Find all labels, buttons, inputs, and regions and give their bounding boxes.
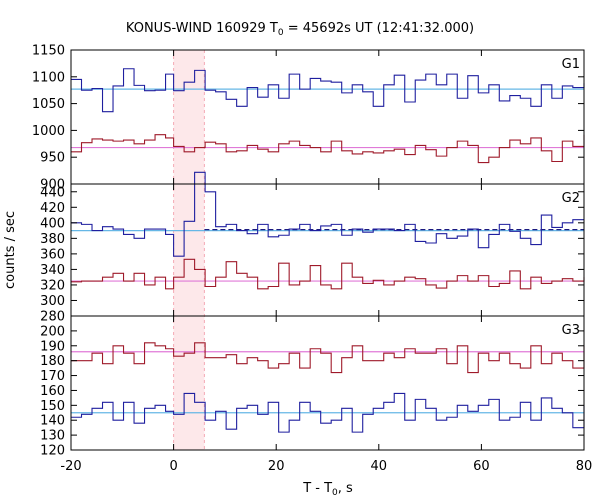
x-tick-label: 0 bbox=[169, 459, 177, 474]
chart-title-sub: 0 bbox=[278, 28, 284, 38]
panel-g3-y-tick-label: 200 bbox=[40, 324, 65, 339]
y-axis-title: counts / sec bbox=[3, 211, 18, 289]
x-tick-label: 80 bbox=[576, 459, 593, 474]
x-axis-title-main: T - T bbox=[302, 481, 332, 496]
panel-g3-y-tick-label: 140 bbox=[40, 414, 65, 429]
x-axis-title-rest: , s bbox=[338, 481, 353, 496]
panel-g1-y-tick-label: 1150 bbox=[32, 44, 65, 59]
panel-g3-y-tick-label: 130 bbox=[40, 429, 65, 444]
panel-g1-y-tick-label: 1100 bbox=[32, 70, 65, 85]
panel-g3-y-tick-label: 190 bbox=[40, 339, 65, 354]
x-axis-title-sub: 0 bbox=[332, 488, 338, 498]
x-tick-label: 40 bbox=[371, 459, 388, 474]
x-tick-label: 60 bbox=[473, 459, 490, 474]
panel-g2-y-tick-label: 420 bbox=[40, 201, 65, 216]
panel-g3-y-tick-label: 150 bbox=[40, 399, 65, 414]
panel-g2-label: G2 bbox=[562, 191, 580, 206]
panel-g3-y-tick-label: 120 bbox=[40, 444, 65, 459]
chart-title-main: KONUS-WIND 160929 T bbox=[126, 21, 278, 36]
x-axis-title: T - T0, s bbox=[302, 481, 353, 498]
panel-g2-y-tick-label: 360 bbox=[40, 247, 65, 262]
plot-layer: 900 950 1000 1050 1100 1150 G1 2803003203403603… bbox=[32, 44, 592, 475]
panel-g1-y-tick-label: 1050 bbox=[32, 97, 65, 112]
panel-g2-series-0 bbox=[71, 171, 584, 257]
panel-g3-frame bbox=[70, 315, 585, 451]
panel-g2-y-tick-label: 320 bbox=[40, 278, 65, 293]
panel-g2-y-tick-label: 340 bbox=[40, 263, 65, 278]
chart-title: KONUS-WIND 160929 T0 = 45692s UT (12:41:… bbox=[126, 21, 474, 38]
panel-g2-frame bbox=[70, 183, 585, 317]
x-tick-label: -20 bbox=[60, 459, 81, 474]
panel-g2-y-tick-label: 280 bbox=[40, 310, 65, 325]
panel-g2-series-1 bbox=[71, 258, 585, 290]
panel-g3-series-1 bbox=[71, 392, 585, 433]
panel-g1-series-1 bbox=[71, 134, 585, 164]
panel-g1-label: G1 bbox=[562, 57, 580, 72]
panel-g3-y-tick-label: 160 bbox=[40, 384, 65, 399]
panel-g1-series-0 bbox=[71, 68, 585, 113]
x-tick-label: 20 bbox=[268, 459, 285, 474]
panel-g2-y-tick-label: 380 bbox=[40, 232, 65, 247]
panel-g3-y-tick-label: 170 bbox=[40, 369, 65, 384]
panel-g2-y-tick-label: 300 bbox=[40, 294, 65, 309]
chart-title-rest: = 45692s UT (12:41:32.000) bbox=[284, 21, 474, 36]
highlight-region bbox=[173, 50, 205, 450]
panel-g2-y-tick-label: 440 bbox=[40, 185, 65, 200]
panel-g3-y-tick-label: 180 bbox=[40, 354, 65, 369]
panel-g3-label: G3 bbox=[562, 323, 580, 338]
panel-g1-y-tick-label: 950 bbox=[40, 151, 65, 166]
panel-g1-y-tick-label: 900 bbox=[40, 178, 65, 193]
panel-g1-frame bbox=[70, 49, 585, 185]
panel-g2-y-tick-label: 400 bbox=[40, 216, 65, 231]
panel-g1-y-tick-label: 1000 bbox=[32, 124, 65, 139]
panel-g3-series-0 bbox=[71, 342, 585, 374]
